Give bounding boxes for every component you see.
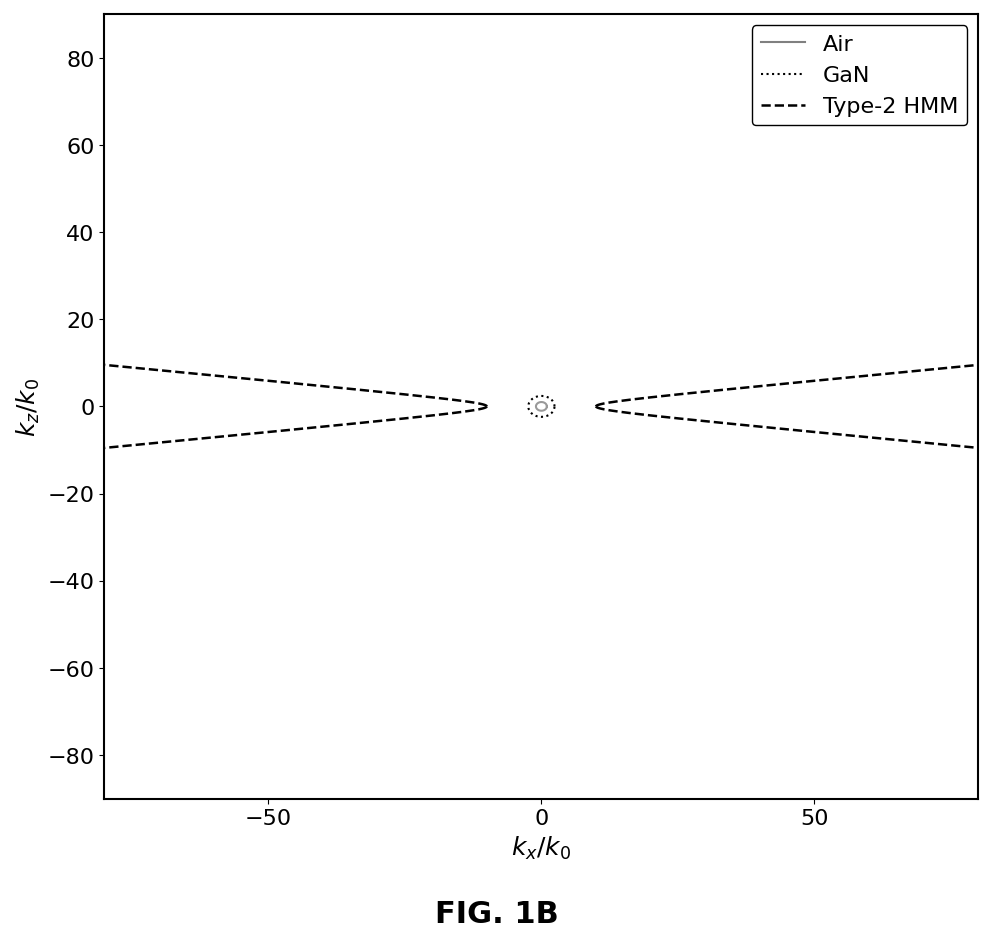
Legend: Air, GaN, Type-2 HMM: Air, GaN, Type-2 HMM xyxy=(752,26,967,126)
Text: FIG. 1B: FIG. 1B xyxy=(435,899,558,928)
Y-axis label: $k_z/k_0$: $k_z/k_0$ xyxy=(15,377,42,436)
X-axis label: $k_x/k_0$: $k_x/k_0$ xyxy=(511,834,571,861)
